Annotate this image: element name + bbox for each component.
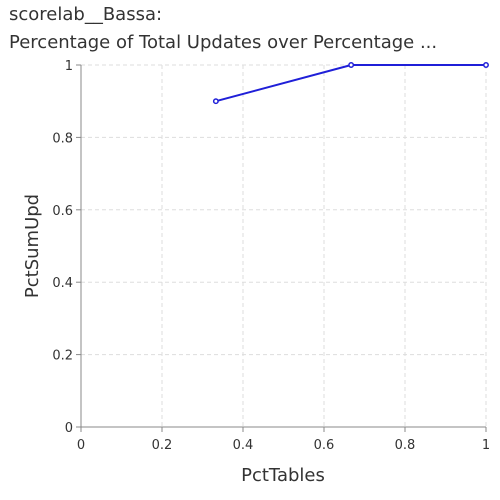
y-tick-label: 0.2 — [52, 349, 73, 364]
data-point — [348, 62, 355, 68]
data-point — [212, 98, 219, 105]
series-line — [215, 64, 486, 103]
x-tick-label: 0 — [77, 438, 85, 453]
y-tick-label: 0 — [65, 421, 73, 436]
chart-title-line-1: scorelab__Bassa: — [9, 4, 163, 25]
data-point — [483, 62, 489, 68]
tick-labels: 0 0.2 0.4 0.6 0.8 1 0 0.2 0.4 0.6 0.8 1 — [52, 59, 490, 453]
y-tick-label: 0.4 — [52, 276, 73, 291]
axes — [76, 64, 487, 432]
y-tick-label: 0.6 — [52, 204, 73, 219]
data-series — [212, 62, 489, 105]
chart-title-line-2: Percentage of Total Updates over Percent… — [9, 32, 438, 53]
y-axis-title: PctSumUpd — [22, 194, 43, 298]
x-tick-label: 1 — [482, 438, 490, 453]
x-axis-title: PctTables — [241, 465, 325, 486]
x-tick-label: 0.4 — [233, 438, 254, 453]
x-tick-label: 0.2 — [152, 438, 173, 453]
y-tick-label: 1 — [65, 59, 73, 74]
x-tick-label: 0.8 — [395, 438, 416, 453]
x-tick-label: 0.6 — [314, 438, 335, 453]
y-tick-label: 0.8 — [52, 131, 73, 146]
grid-lines — [80, 64, 487, 428]
